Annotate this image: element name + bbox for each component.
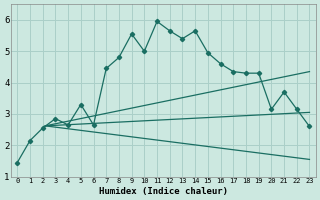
X-axis label: Humidex (Indice chaleur): Humidex (Indice chaleur) <box>99 187 228 196</box>
